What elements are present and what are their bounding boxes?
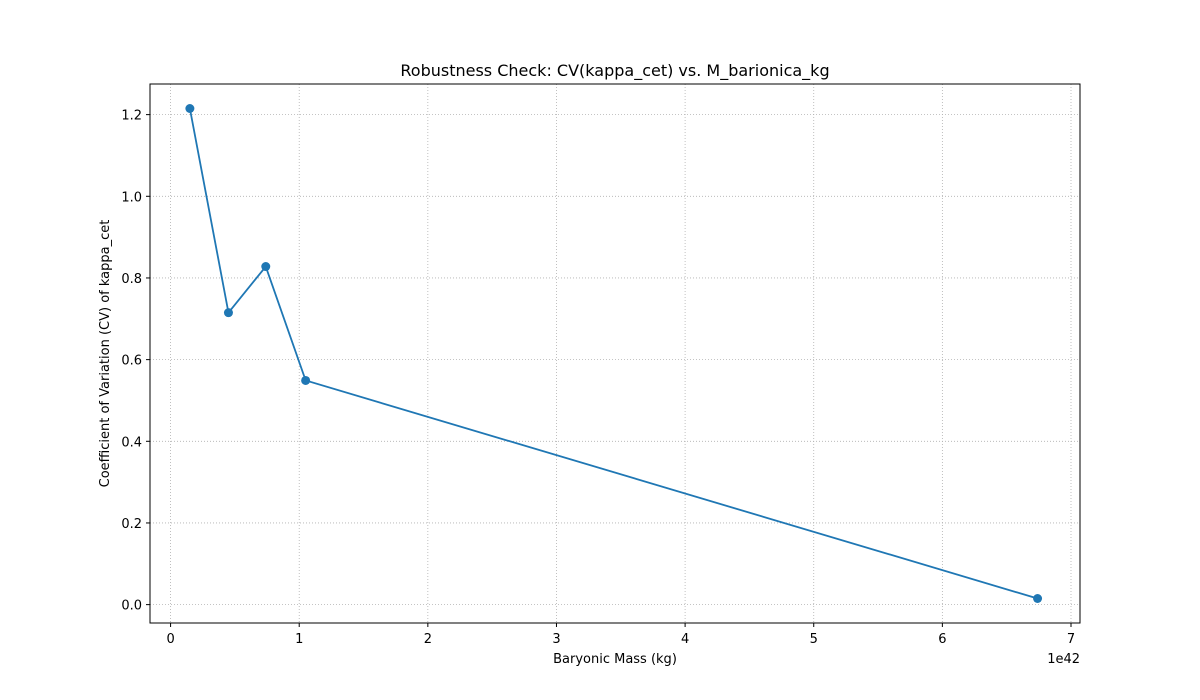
x-tick-label: 1 [295, 632, 303, 647]
x-tick-label: 0 [166, 632, 174, 647]
x-axis-label: Baryonic Mass (kg) [553, 652, 677, 667]
plot-area [150, 84, 1080, 623]
series [185, 104, 1043, 603]
data-point [301, 375, 311, 385]
x-tick-label: 7 [1067, 632, 1075, 647]
y-tick-label: 1.2 [121, 109, 142, 124]
x-tick-label: 5 [810, 632, 818, 647]
y-tick-label: 0.8 [121, 272, 142, 287]
data-point [223, 308, 233, 318]
grid [150, 84, 1080, 623]
y-tick-label: 0.2 [121, 517, 142, 532]
y-tick-label: 0.0 [121, 599, 142, 614]
y-tick-label: 1.0 [121, 190, 142, 205]
chart-title: Robustness Check: CV(kappa_cet) vs. M_ba… [400, 61, 829, 81]
data-point [185, 104, 195, 113]
x-axis-ticks: 0 1 2 3 4 5 6 7 [166, 623, 1075, 647]
x-tick-label: 4 [681, 632, 689, 647]
x-tick-label: 3 [552, 632, 560, 647]
y-axis-label: Coefficient of Variation (CV) of kappa_c… [98, 220, 113, 488]
x-tick-label: 6 [938, 632, 946, 647]
data-point [261, 262, 271, 272]
y-tick-label: 0.4 [121, 435, 142, 450]
data-point [1033, 594, 1043, 603]
y-tick-label: 0.6 [121, 354, 142, 369]
x-tick-label: 2 [424, 632, 432, 647]
y-axis-ticks: 0.0 0.2 0.4 0.6 0.8 1.0 1.2 [121, 109, 150, 614]
x-axis-offset-label: 1e42 [1047, 652, 1080, 667]
plot-frame [149, 83, 1081, 624]
